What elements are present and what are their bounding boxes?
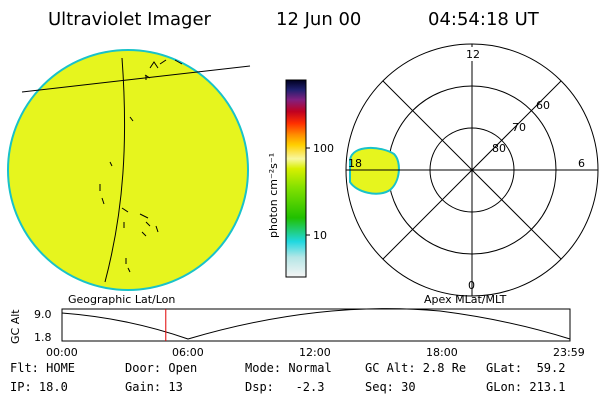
- colorbar-unit-label: photon cm⁻²s⁻¹: [267, 153, 280, 238]
- uv-image-disk: [7, 49, 249, 291]
- altitude-timeline: GC Alt 9.0 1.8 00:00 06:00 12:00 18:00 2…: [9, 308, 585, 359]
- lat-label-70: 70: [512, 121, 526, 134]
- timeline-xtick-1: 06:00: [172, 346, 204, 359]
- status-door: Door: Open: [125, 361, 198, 375]
- coastline-marks: [99, 59, 183, 273]
- mlt-label-0: 0: [468, 279, 475, 292]
- timeline-xtick-3: 18:00: [426, 346, 458, 359]
- timeline-xtick-0: 00:00: [46, 346, 78, 359]
- status-mode: Mode: Normal: [245, 361, 332, 375]
- polar-uv-patch: [349, 147, 400, 195]
- longitude-line: [104, 57, 126, 283]
- mlt-label-6: 6: [578, 157, 585, 170]
- instrument-title: Ultraviolet Imager: [48, 9, 212, 30]
- timeline-frame: [61, 308, 571, 342]
- colorbar-tick-10: 10: [313, 229, 327, 242]
- timeline-ytick-bottom: 1.8: [34, 331, 52, 344]
- lat-label-80: 80: [492, 142, 506, 155]
- timeline-ylabel: GC Alt: [9, 309, 22, 344]
- latitude-line: [21, 65, 251, 93]
- date-label: 12 Jun 00: [276, 9, 361, 30]
- status-gain: Gain: 13: [125, 380, 183, 394]
- polar-plot: 12 6 0 18 60 70 80: [345, 43, 599, 297]
- status-glon: GLon: 213.1: [486, 380, 566, 394]
- mlt-label-18: 18: [348, 157, 362, 170]
- timeline-xtick-4: 23:59: [553, 346, 585, 359]
- status-sequence: Seq: 30: [365, 380, 416, 394]
- colorbar: 100 10 photon cm⁻²s⁻¹: [267, 79, 334, 278]
- status-dsp: Dsp: -2.3: [245, 380, 325, 394]
- timeline-ytick-top: 9.0: [34, 308, 52, 321]
- time-label: 04:54:18 UT: [428, 9, 540, 30]
- status-gc-altitude: GC Alt: 2.8 Re: [365, 361, 467, 375]
- lat-label-60: 60: [536, 99, 550, 112]
- colorbar-scale: [285, 79, 307, 278]
- status-flight: Flt: HOME: [10, 361, 76, 375]
- geographic-image: [7, 49, 251, 291]
- status-glat: GLat: 59.2: [486, 361, 566, 375]
- colorbar-tick-100: 100: [313, 142, 334, 155]
- orbit-altitude-curve: [61, 308, 571, 340]
- right-panel-label: Apex MLat/MLT: [424, 293, 507, 306]
- mlt-label-12: 12: [466, 48, 480, 61]
- status-ip: IP: 18.0: [10, 380, 68, 394]
- left-panel-label: Geographic Lat/Lon: [68, 293, 175, 306]
- timeline-xtick-2: 12:00: [299, 346, 331, 359]
